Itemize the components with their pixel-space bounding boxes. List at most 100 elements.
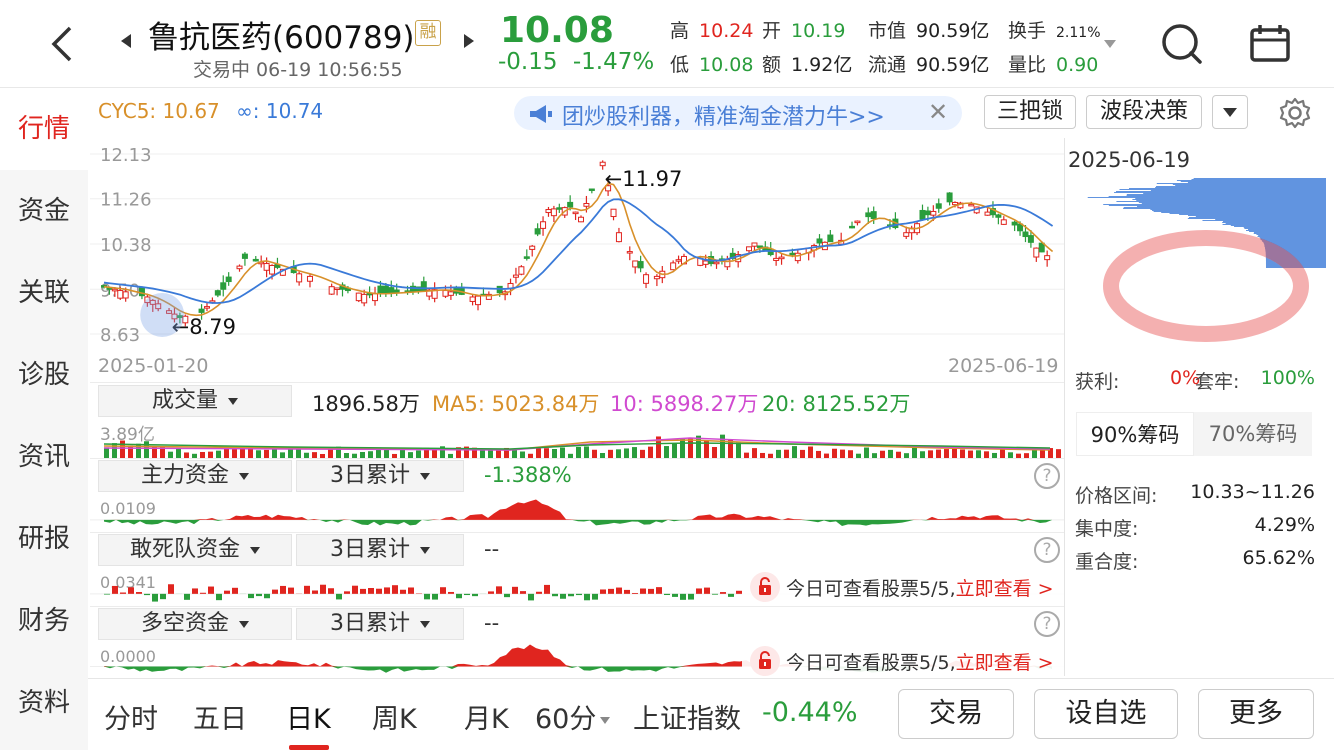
period-tab-fenshi[interactable]: 分时 [104, 704, 158, 735]
quote-open-label: 开 [762, 20, 782, 42]
period-tab-wuri[interactable]: 五日 [193, 704, 247, 735]
unlock-banner[interactable]: 今日可查看股票5/5,立即查看 > [742, 644, 1064, 678]
volume-bar [912, 446, 917, 458]
volume-bar [600, 452, 605, 458]
y-tick-label: 12.13 [100, 145, 152, 166]
y-tick-label: 10.38 [100, 235, 152, 256]
volume-bar [888, 449, 893, 458]
volume-bar [568, 453, 573, 458]
fund-bar [608, 588, 614, 594]
volume-bar [800, 449, 805, 458]
period-tab-rik[interactable]: 日K [286, 704, 331, 735]
back-arrow-icon[interactable] [40, 22, 84, 66]
nav-item-yanbao[interactable]: 研报 [17, 524, 70, 554]
quote-volratio-value: 0.90 [1056, 54, 1099, 76]
window-icon[interactable] [1246, 20, 1294, 68]
chip-bar [1265, 261, 1326, 262]
quote-expand-caret-icon[interactable] [1104, 40, 1116, 48]
cyc-indicator: CYC5: 10.67 ∞: 10.74 [98, 99, 323, 123]
period-tab-yuek[interactable]: 月K [464, 704, 509, 735]
volume-chart[interactable]: 3.89亿 [90, 420, 1064, 458]
volume-bar [688, 437, 693, 458]
candle-body [214, 290, 221, 296]
main-fund-select[interactable]: 主力资金 [98, 460, 292, 492]
unlock-banner[interactable]: 今日可查看股票5/5,立即查看 > [742, 570, 1064, 604]
volume-indicator-select[interactable]: 成交量 [98, 385, 292, 417]
period-tab-60min[interactable]: 60分 [535, 697, 611, 736]
chip-bar [1188, 217, 1326, 218]
boduan-decision-button[interactable]: 波段决策 [1086, 95, 1202, 129]
search-icon[interactable] [1158, 20, 1206, 68]
chip-bar [1249, 231, 1326, 232]
chip-bar [1265, 255, 1326, 256]
dk-fund-period-select[interactable]: 3日累计 [296, 608, 464, 640]
chip-distribution-chart[interactable] [1066, 176, 1326, 356]
more-button[interactable]: 更多 [1198, 689, 1314, 739]
add-watchlist-button[interactable]: 设自选 [1034, 689, 1178, 739]
candle-body [182, 315, 189, 324]
period-tab-zhouk[interactable]: 周K [372, 704, 417, 735]
next-stock-arrow-icon[interactable] [464, 34, 474, 48]
trade-button[interactable]: 交易 [898, 689, 1014, 739]
tab-chip-90[interactable]: 90%筹码 [1076, 412, 1194, 456]
candle-body [643, 274, 650, 284]
nav-item-ziliao[interactable]: 资料 [17, 688, 70, 718]
price-range-row: 价格区间: 10.33~11.26 [1075, 481, 1315, 508]
nav-item-hangqing[interactable]: 行情 [0, 88, 88, 170]
volume-bar [584, 446, 589, 458]
volume-bar [632, 447, 637, 458]
help-icon[interactable]: ? [1034, 611, 1060, 637]
main-fund-chart[interactable]: 0.0109 [90, 494, 1064, 532]
volume-bar [104, 447, 109, 458]
quote-float-value: 90.59亿 [916, 54, 990, 76]
chip-bar [1264, 244, 1326, 245]
prev-stock-arrow-icon[interactable] [121, 34, 131, 48]
main-fund-label: 主力资金 [140, 463, 229, 488]
gear-icon[interactable] [1278, 96, 1312, 130]
dk-fund-select[interactable]: 多空资金 [98, 608, 292, 640]
chip-bar [1215, 219, 1326, 220]
chip-bar [1265, 256, 1326, 257]
promo-banner[interactable]: 团炒股利器，精准淘金潜力牛>> ✕ [514, 96, 962, 130]
view-now-link[interactable]: 立即查看 > [955, 578, 1054, 600]
concentration-value: 4.29% [1254, 514, 1315, 536]
main-fund-period-select[interactable]: 3日累计 [296, 460, 464, 492]
candle-body [599, 161, 606, 167]
volume-bar [768, 453, 773, 458]
volume-ma20-line [103, 442, 1051, 450]
volume-bar [168, 451, 173, 458]
profit-label: 获利: [1075, 371, 1120, 393]
volume-bar [208, 451, 213, 458]
nav-item-caiwu[interactable]: 财务 [17, 606, 70, 636]
trapped-label: 套牢: [1195, 371, 1240, 393]
dsd-fund-period-select[interactable]: 3日累计 [296, 534, 464, 566]
volume-bar [952, 447, 957, 458]
nav-item-zixun[interactable]: 资讯 [17, 442, 70, 472]
quote-mktcap: 市值 90.59亿 [868, 16, 989, 43]
index-name[interactable]: 上证指数 [633, 704, 741, 735]
chip-bar [1136, 200, 1326, 201]
volume-value: 1896.58万 [312, 392, 420, 416]
candle-body [236, 265, 243, 270]
close-icon[interactable]: ✕ [928, 98, 949, 126]
tab-chip-70[interactable]: 70%筹码 [1208, 422, 1298, 446]
view-now-link[interactable]: 立即查看 > [955, 652, 1054, 674]
nav-item-zhengu[interactable]: 诊股 [17, 360, 70, 390]
volume-bar [760, 452, 765, 458]
nav-item-guanlian[interactable]: 关联 [17, 278, 70, 308]
volume-bar [464, 446, 469, 458]
volume-bar [424, 447, 429, 458]
chip-bar [1172, 184, 1326, 185]
nav-item-zijin[interactable]: 资金 [17, 196, 70, 226]
chip-bar [1123, 208, 1326, 209]
index-change: -0.44% [762, 697, 858, 728]
tools-dropdown-button[interactable] [1212, 95, 1248, 129]
help-icon[interactable]: ? [1034, 537, 1060, 563]
main-fund-period-label: 3日累计 [330, 463, 410, 488]
dsd-fund-select[interactable]: 敢死队资金 [98, 534, 292, 566]
sanba-lock-button[interactable]: 三把锁 [984, 95, 1076, 129]
chevron-down-icon [250, 546, 260, 554]
help-icon[interactable]: ? [1034, 463, 1060, 489]
y-tick-label: 11.26 [100, 190, 152, 211]
